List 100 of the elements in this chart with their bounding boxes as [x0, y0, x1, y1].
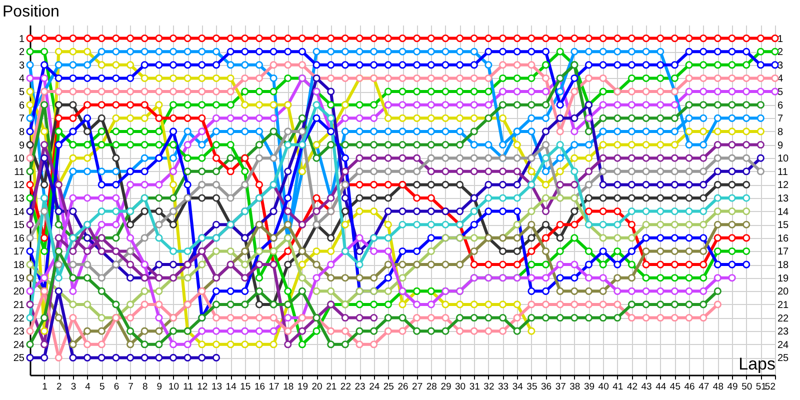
x-tick-label: 44: [656, 382, 666, 392]
x-tick-label: 9: [156, 382, 162, 392]
x-tick-label: 45: [670, 382, 680, 392]
x-tick-label: 25: [383, 382, 394, 392]
x-tick-label: 15: [240, 382, 251, 392]
x-tick-label: 39: [584, 382, 595, 392]
y-tick-label: 16: [13, 233, 25, 244]
x-tick-label: 34: [512, 382, 523, 392]
y-tick-label: 18: [13, 260, 25, 272]
y-tick-label: 9: [18, 140, 25, 152]
y2-tick-label: 14: [778, 206, 790, 218]
y-tick-label: 15: [13, 220, 25, 232]
y-tick-label: 11: [14, 166, 25, 178]
x-tick-label: 17: [268, 382, 280, 392]
y-tick-label: 5: [18, 87, 25, 98]
x-tick-label: 33: [498, 382, 509, 392]
x-tick-label: 11: [183, 382, 194, 392]
x-tick-label: 51: [756, 382, 766, 392]
x-tick-label: 27: [412, 382, 423, 392]
y2-tick-label: 2: [778, 47, 784, 58]
y2-tick-label: 7: [778, 114, 784, 125]
x-tick-label: 19: [297, 382, 308, 392]
x-tick-label: 50: [742, 382, 752, 392]
x-tick-label: 47: [698, 382, 710, 392]
y2-tick-label: 13: [778, 194, 790, 205]
x-tick-label: 26: [398, 382, 408, 392]
x-tick-label: 6: [114, 382, 120, 392]
y-tick-label: 10: [13, 154, 25, 165]
y2-tick-label: 21: [778, 300, 790, 311]
x-tick-label: 10: [168, 382, 180, 392]
x-tick-label: 22: [340, 382, 351, 392]
x-tick-label: 43: [641, 382, 652, 392]
y-tick-label: 19: [13, 273, 25, 284]
x-tick-label: 21: [326, 382, 337, 392]
y2-tick-label: 23: [778, 326, 790, 338]
x-tick-label: 3: [70, 382, 76, 392]
y2-tick-label: 3: [778, 60, 784, 72]
y-tick-label: 12: [13, 180, 25, 192]
x-tick-label: 8: [142, 382, 148, 392]
x-tick-label: 49: [727, 382, 738, 392]
x-tick-label: 29: [440, 382, 452, 392]
y-tick-label: 23: [13, 326, 25, 338]
x-tick-label: 5: [99, 382, 105, 392]
y2-tick-label: 1: [778, 34, 784, 45]
y2-tick-label: 10: [778, 154, 790, 165]
y-tick-label: 14: [13, 206, 25, 218]
y2-tick-label: 19: [778, 273, 790, 284]
y2-tick-label: 6: [778, 100, 784, 112]
x-tick-label: 40: [598, 382, 609, 392]
y2-tick-label: 15: [778, 220, 790, 232]
x-tick-label: 12: [197, 382, 208, 392]
y-tick-label: 20: [13, 286, 25, 298]
y2-tick-label: 20: [778, 286, 790, 298]
y2-tick-label: 18: [778, 260, 790, 272]
x-tick-label: 20: [312, 382, 322, 392]
x-tick-label: 30: [455, 382, 466, 392]
y2-tick-label: 12: [778, 180, 790, 192]
y-axis-title: Position: [2, 4, 60, 20]
x-tick-label: 16: [254, 382, 266, 392]
x-tick-label: 38: [570, 382, 580, 392]
y2-tick-label: 16: [778, 233, 790, 244]
x-tick-label: 18: [283, 382, 294, 392]
x-tick-label: 37: [555, 382, 566, 392]
y-tick-label: 6: [18, 100, 25, 112]
x-tick-label: 1: [42, 382, 48, 392]
y-tick-label: 25: [13, 353, 25, 364]
y2-tick-label: 11: [778, 166, 788, 178]
y2-tick-label: 22: [778, 313, 790, 324]
x-tick-label: 31: [469, 382, 480, 392]
x-tick-label: 28: [426, 382, 437, 392]
x-tick-label: 52: [764, 382, 776, 392]
y2-tick-label: 8: [778, 126, 784, 138]
x-tick-label: 35: [526, 382, 538, 392]
y-tick-label: 3: [18, 60, 25, 72]
y-tick-label: 2: [18, 47, 25, 58]
x-tick-label: 2: [56, 382, 62, 392]
x-tick-label: 48: [712, 382, 724, 392]
x-tick-label: 41: [612, 382, 624, 392]
y2-tick-label: 25: [778, 353, 790, 364]
x-tick-label: 42: [626, 382, 638, 392]
y-tick-label: 13: [13, 194, 25, 205]
y-tick-label: 1: [18, 34, 25, 45]
y-tick-label: 22: [13, 313, 25, 324]
x-tick-label: 23: [354, 382, 366, 392]
x-axis-title: Laps: [738, 354, 776, 374]
x-tick-label: 32: [484, 382, 494, 392]
x-tick-label: 13: [211, 382, 222, 392]
y-tick-label: 7: [18, 114, 25, 125]
x-tick-label: 46: [684, 382, 695, 392]
y-tick-label: 17: [13, 246, 25, 258]
y-tick-label: 4: [18, 74, 25, 85]
y2-tick-label: 9: [778, 140, 784, 152]
y2-tick-label: 17: [778, 246, 790, 258]
x-tick-label: 4: [85, 382, 90, 392]
x-tick-label: 7: [128, 382, 134, 392]
y-tick-label: 24: [13, 340, 25, 351]
y2-tick-label: 24: [778, 340, 790, 351]
x-tick-label: 14: [226, 382, 236, 392]
x-tick-label: 36: [540, 382, 552, 392]
y-tick-label: 21: [13, 300, 25, 311]
